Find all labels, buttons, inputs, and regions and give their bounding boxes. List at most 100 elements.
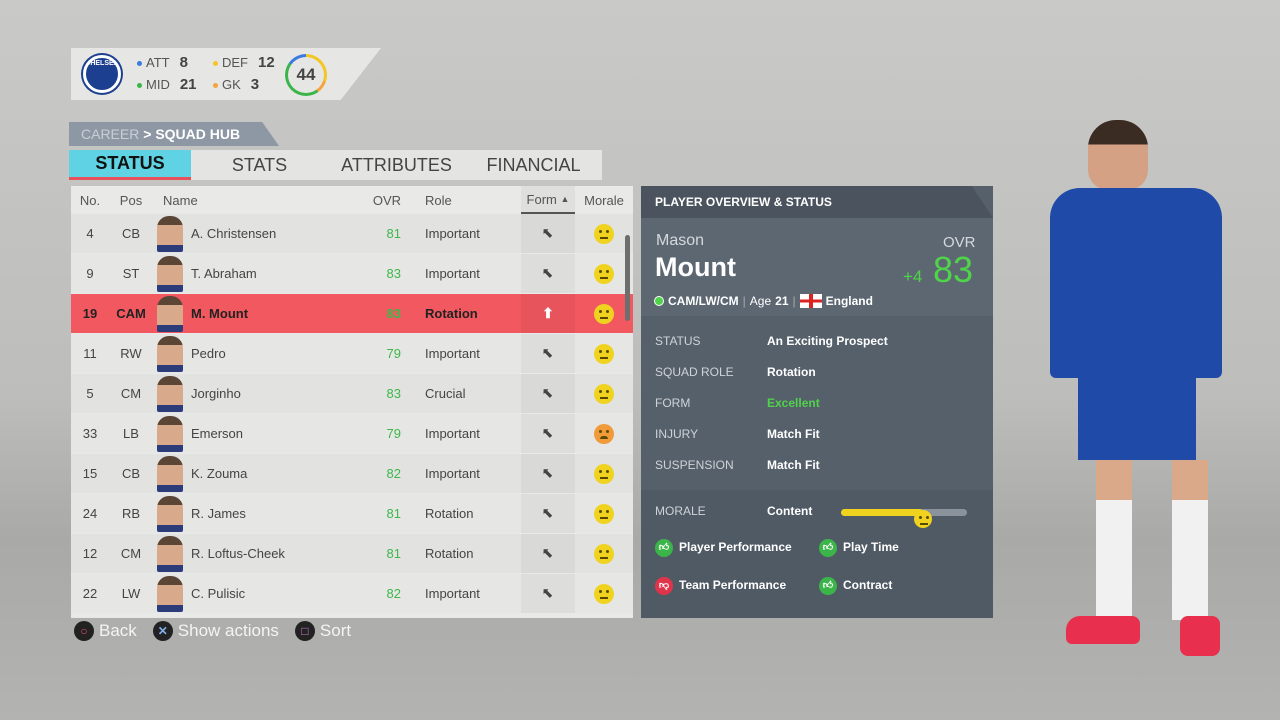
tab-financial[interactable]: FINANCIAL [486,155,581,175]
content-face-icon [594,543,614,564]
player-avatar [157,495,183,532]
header-role[interactable]: Role [425,192,452,208]
player-position: CM [120,546,142,561]
morale-reason: 👍︎ Player Performance [655,538,792,557]
att-count: ATT 8 [137,55,213,71]
player-ovr: 82 [386,466,401,481]
player-last-name: Mount [655,252,736,282]
header-pos[interactable]: Pos [119,192,143,208]
player-overview-panel: PLAYER OVERVIEW & STATUS Mason Mount OVR… [641,186,993,618]
circle-button-icon: ○ [74,621,94,641]
player-ovr: 83 [933,249,974,290]
header-name[interactable]: Name [163,192,198,208]
form-arrow-icon: ⬆ [537,503,558,523]
player-avatar [157,455,183,492]
player-role: Crucial [425,386,466,401]
tab-attributes[interactable]: ATTRIBUTES [341,155,452,175]
table-row[interactable]: 9 ST T. Abraham 83 Important ⬆ [71,254,633,294]
player-ovr: 79 [386,346,401,361]
player-role: Important [425,466,480,481]
player-nation: England [825,294,873,308]
content-face-icon [594,463,614,484]
controller-hints: ○ Back ✕ Show actions □ Sort [74,621,351,641]
content-face-icon [594,383,614,404]
square-button-icon: □ [294,621,315,641]
morale-face-icon [913,510,932,528]
gk-count: GK 3 [213,77,283,93]
form-arrow-icon: ⬆ [537,383,558,403]
player-positions: CAM/LW/CM [668,294,739,308]
player-avatar [157,255,183,292]
breadcrumb-current: SQUAD HUB [155,126,241,142]
content-face-icon [594,223,614,244]
morale-bar-fill [841,509,923,516]
player-avatar [157,215,183,252]
squad-total: 44 [288,57,324,93]
player-number: 4 [86,226,94,241]
player-role: Important [425,346,480,361]
tab-stats[interactable]: STATS [231,155,288,175]
ovr-change: +4 [903,267,923,286]
table-row[interactable]: 19 CAM M. Mount 83 Rotation ⬆ [71,294,633,334]
player-position: CB [121,466,141,481]
cross-button-icon: ✕ [152,621,173,641]
header-no[interactable]: No. [79,192,101,208]
table-row[interactable]: 11 RW Pedro 79 Important ⬆ [71,334,633,374]
sort-button[interactable]: □ Sort [294,621,351,641]
thumbs-down-icon: 👎︎ [655,576,673,595]
back-button[interactable]: ○ Back [74,621,137,641]
status-value: Rotation [767,365,816,379]
table-scrollbar[interactable] [625,235,630,321]
player-position: CM [120,386,142,401]
tab-status[interactable]: STATUS [69,150,191,180]
player-role: Important [425,226,480,241]
player-model-image [1050,120,1230,660]
sort-asc-icon: ▲ [560,194,570,204]
squad-total-ring: 44 [285,54,327,96]
player-ovr: 82 [386,586,401,601]
player-position: LB [123,426,139,441]
status-value: Match Fit [767,458,820,472]
thumbs-up-icon: 👍︎ [819,538,837,557]
status-row: SUSPENSION Match Fit [655,458,820,472]
player-name: K. Zouma [191,466,248,481]
table-row[interactable]: 24 RB R. James 81 Rotation ⬆ [71,494,633,534]
panel-title: PLAYER OVERVIEW & STATUS [641,186,993,218]
def-count: DEF 12 [213,55,283,71]
thumbs-up-icon: 👍︎ [819,576,837,595]
content-face-icon [594,503,614,524]
form-arrow-icon: ⬆ [537,343,558,363]
player-name: M. Mount [191,306,249,321]
table-row[interactable]: 12 CM R. Loftus-Cheek 81 Rotation ⬆ [71,534,633,574]
status-row: SQUAD ROLE Rotation [655,365,816,379]
player-avatar [157,295,183,332]
thumbs-up-icon: 👍︎ [655,538,673,557]
table-row[interactable]: 33 LB Emerson 79 Important ⬆ [71,414,633,454]
header-morale[interactable]: Morale [584,192,624,208]
player-info-line: CAM/LW/CM | Age 21 | England [654,294,873,308]
player-role: Important [425,266,480,281]
player-name: R. Loftus-Cheek [191,546,285,561]
player-role: Rotation [425,546,474,561]
player-number: 19 [82,306,98,321]
breadcrumb-career[interactable]: CAREER [81,126,140,142]
player-name: A. Christensen [191,226,277,241]
header-form[interactable]: Form ▲ [521,186,575,214]
player-ovr: 81 [386,226,401,241]
table-row[interactable]: 5 CM Jorginho 83 Crucial ⬆ [71,374,633,414]
table-row[interactable]: 22 LW C. Pulisic 82 Important ⬆ [71,574,633,614]
content-face-icon [594,343,614,364]
morale-bar [841,509,967,528]
header-ovr[interactable]: OVR [372,192,401,208]
squad-table: No. Pos Name OVR Role Form ▲ Morale 4 CB… [71,186,633,618]
team-name: Chelsea [85,60,119,67]
table-row[interactable]: 15 CB K. Zouma 82 Important ⬆ [71,454,633,494]
player-ovr: 83 [386,306,401,321]
player-name: R. James [191,506,246,521]
player-name: Pedro [191,346,226,361]
status-value: Match Fit [767,427,820,441]
table-row[interactable]: 4 CB A. Christensen 81 Important ⬆ [71,214,633,254]
show-actions-button[interactable]: ✕ Show actions [152,621,279,641]
breadcrumb: CAREER > SQUAD HUB [69,122,279,146]
status-value: Excellent [767,396,820,410]
